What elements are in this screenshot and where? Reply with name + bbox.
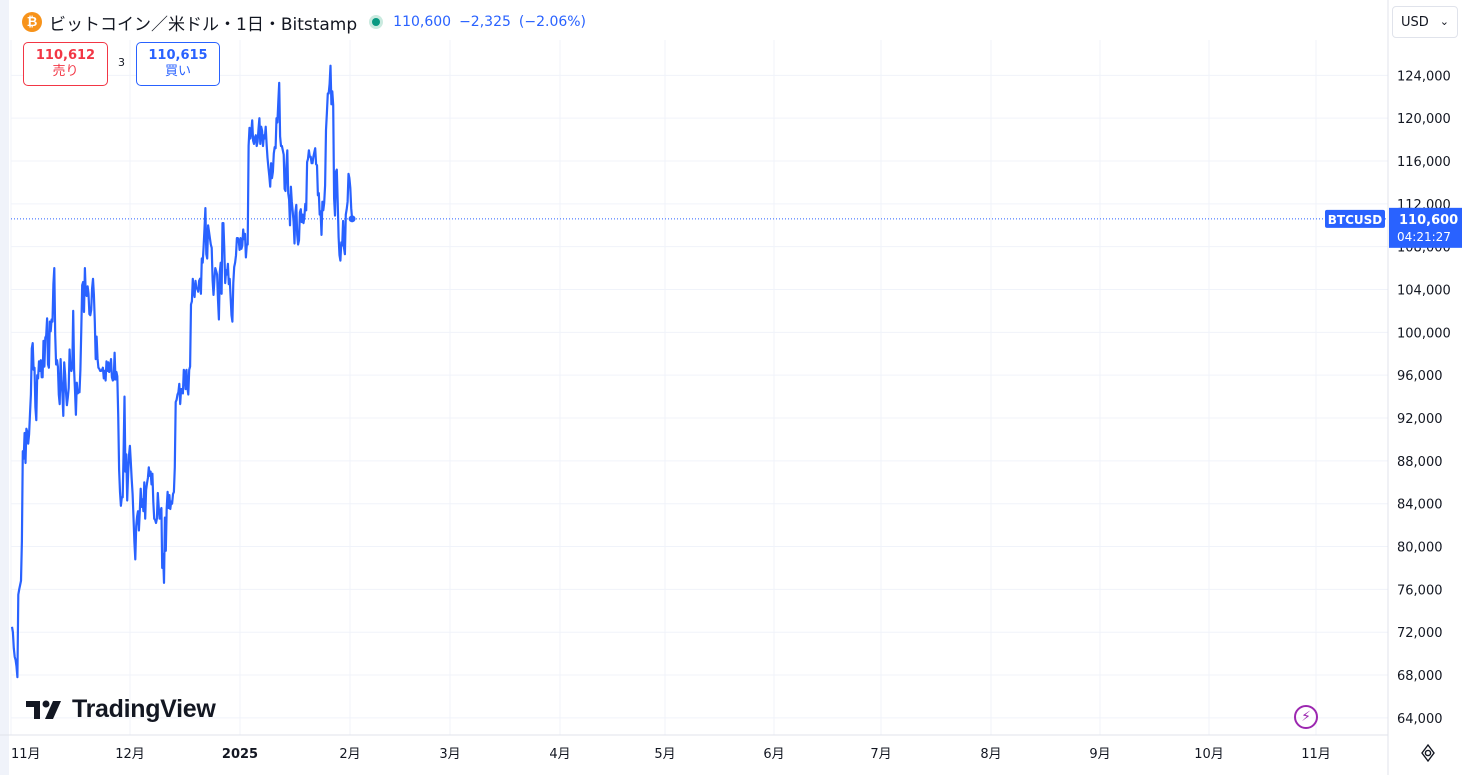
lightning-icon[interactable]: ⚡ [1294, 705, 1318, 729]
grid-layer [10, 40, 1388, 735]
spread-value: 3 [118, 56, 125, 69]
price-tag-value: 110,600 [1399, 213, 1458, 228]
bitcoin-icon[interactable]: ₿ [22, 12, 42, 32]
currency-label: USD [1401, 14, 1429, 30]
x-tick-label: 12月 [115, 747, 145, 762]
x-tick-label: 2月 [339, 747, 360, 762]
symbol-tag: BTCUSD [1328, 213, 1383, 227]
x-tick-label: 9月 [1089, 747, 1110, 762]
price-line-series[interactable] [10, 64, 354, 679]
sell-button[interactable]: 110,612 売り [23, 42, 108, 86]
y-tick-label: 116,000 [1397, 155, 1451, 170]
tradingview-mark-icon [26, 700, 61, 719]
y-tick-label: 96,000 [1397, 369, 1443, 384]
y-tick-label: 92,000 [1397, 412, 1443, 427]
price-tag-bg [1389, 207, 1462, 248]
y-tick-label: 64,000 [1397, 712, 1443, 727]
y-tick-label: 80,000 [1397, 541, 1443, 556]
x-tick-label: 4月 [549, 747, 570, 762]
last-point-marker [348, 215, 356, 223]
x-tick-label: 2025 [222, 747, 258, 762]
currency-select[interactable]: USD ⌄ [1392, 6, 1458, 38]
y-tick-label: 72,000 [1397, 626, 1443, 641]
buy-price: 110,615 [148, 48, 208, 63]
tradingview-logo[interactable]: TradingView [26, 695, 216, 724]
sell-label: 売り [52, 64, 79, 79]
y-tick-label: 124,000 [1397, 69, 1451, 84]
tag-layer: BTCUSD 110,600 04:21:27 [1325, 207, 1462, 248]
y-tick-label: 120,000 [1397, 112, 1451, 127]
x-tick-label: 8月 [980, 747, 1001, 762]
settings-gear-icon[interactable] [1418, 743, 1438, 763]
symbol-tag-bg [1325, 209, 1385, 228]
x-tick-label: 6月 [763, 747, 784, 762]
tradingview-wordmark: TradingView [72, 695, 216, 723]
symbol-title[interactable]: ビットコイン／米ドル・1日・Bitstamp [49, 14, 358, 35]
chart-header: ₿ ビットコイン／米ドル・1日・Bitstamp 110,600 −2,325 … [22, 9, 594, 35]
change-value: −2,325 [459, 14, 511, 30]
y-tick-label: 84,000 [1397, 498, 1443, 513]
y-tick-label: 88,000 [1397, 455, 1443, 470]
market-open-dot-icon[interactable] [369, 15, 384, 29]
x-tick-label: 5月 [654, 747, 675, 762]
y-tick-label: 68,000 [1397, 669, 1443, 684]
buy-label: 買い [164, 64, 191, 79]
last-price: 110,600 [393, 14, 452, 30]
change-percent: (−2.06%) [518, 14, 587, 30]
x-tick-label: 7月 [870, 747, 891, 762]
x-tick-label: 3月 [439, 747, 460, 762]
y-tick-label: 76,000 [1397, 583, 1443, 598]
y-tick-label: 100,000 [1397, 326, 1451, 341]
x-tick-label: 11月 [1301, 747, 1331, 762]
price-tag-countdown: 04:21:27 [1397, 230, 1451, 244]
left-edge-strip [0, 0, 9, 775]
x-tick-label: 11月 [11, 747, 41, 762]
buy-button[interactable]: 110,615 買い [136, 42, 220, 86]
line-layer [10, 64, 1388, 679]
y-tick-label: 104,000 [1397, 284, 1451, 299]
chevron-down-icon: ⌄ [1439, 15, 1449, 28]
sell-price: 110,612 [35, 48, 96, 63]
x-tick-label: 10月 [1194, 747, 1224, 762]
